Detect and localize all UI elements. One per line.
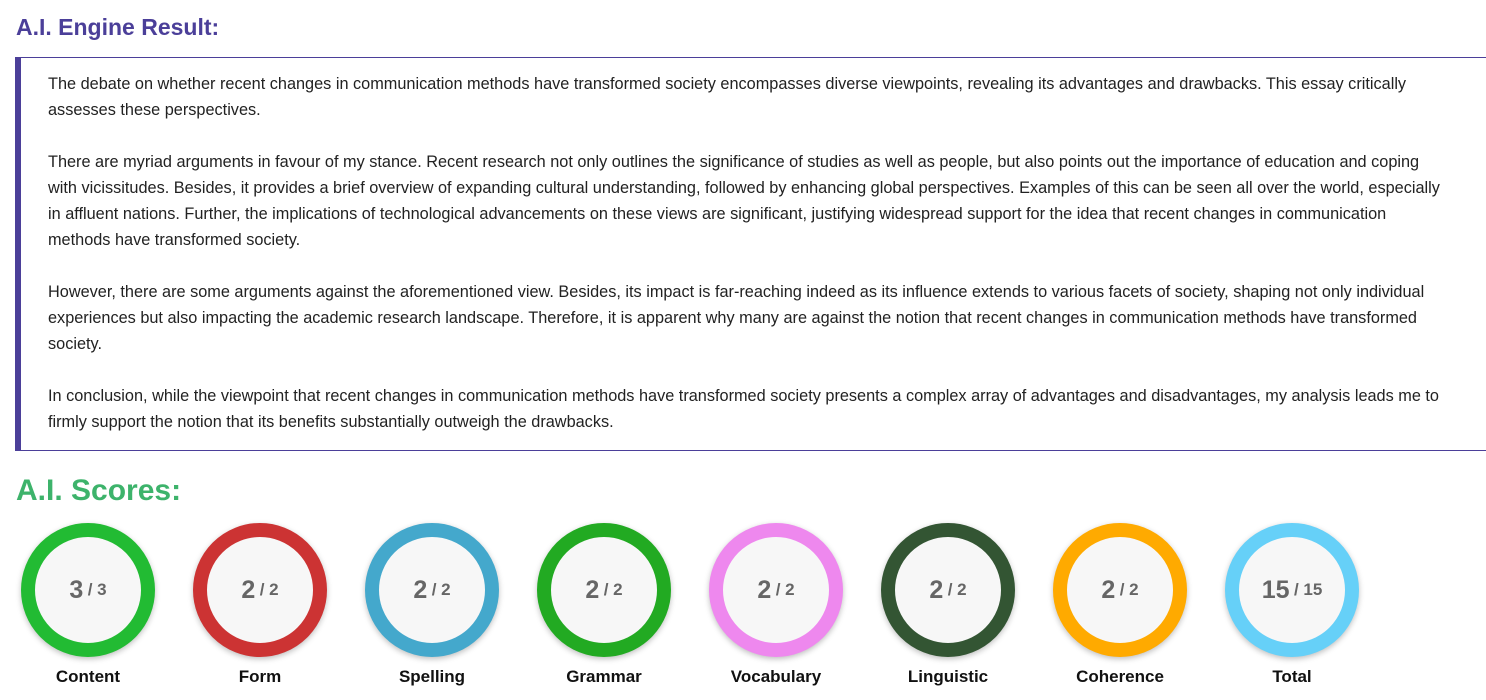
score-max: / 2 — [259, 580, 279, 599]
score-max: / 2 — [431, 580, 451, 599]
score-ring: 2 / 2 — [365, 523, 499, 657]
score-value: 2 — [585, 575, 600, 604]
essay-paragraph: In conclusion, while the viewpoint that … — [48, 387, 1439, 431]
score-value: 2 — [929, 575, 944, 604]
score-content: 3 / 3 Content — [21, 523, 155, 687]
essay-box: The debate on whether recent changes in … — [15, 57, 1486, 451]
score-label: Grammar — [566, 667, 642, 686]
score-coherence: 2 / 2 Coherence — [1053, 523, 1187, 687]
essay-paragraph: The debate on whether recent changes in … — [48, 75, 1407, 119]
score-value: 3 — [69, 575, 84, 604]
score-value: 2 — [1101, 575, 1116, 604]
score-value: 2 — [413, 575, 428, 604]
score-max: / 15 — [1293, 580, 1323, 599]
score-max: / 3 — [87, 580, 107, 599]
score-linguistic: 2 / 2 Linguistic — [881, 523, 1015, 687]
score-ring: 2 / 2 — [709, 523, 843, 657]
essay-paragraph: However, there are some arguments agains… — [48, 283, 1425, 353]
score-max: / 2 — [1119, 580, 1139, 599]
scores-title: A.I. Scores: — [16, 474, 182, 507]
score-grammar: 2 / 2 Grammar — [537, 523, 671, 687]
score-label: Total — [1272, 667, 1312, 686]
score-label: Vocabulary — [730, 667, 822, 686]
score-value: 2 — [757, 575, 772, 604]
score-value: 2 — [241, 575, 256, 604]
score-ring: 2 / 2 — [1053, 523, 1187, 657]
essay-paragraph: There are myriad arguments in favour of … — [48, 153, 1440, 249]
engine-result-title: A.I. Engine Result: — [16, 14, 220, 40]
score-label: Coherence — [1076, 667, 1164, 686]
score-ring: 3 / 3 — [21, 523, 155, 657]
score-max: / 2 — [603, 580, 623, 599]
score-value: 15 — [1261, 575, 1290, 604]
score-label: Content — [55, 667, 121, 686]
score-ring: 2 / 2 — [537, 523, 671, 657]
score-label: Linguistic — [907, 667, 989, 686]
score-max: / 2 — [775, 580, 795, 599]
score-ring: 2 / 2 — [881, 523, 1015, 657]
score-ring: 2 / 2 — [193, 523, 327, 657]
score-label: Form — [238, 667, 282, 686]
score-form: 2 / 2 Form — [193, 523, 327, 687]
score-spelling: 2 / 2 Spelling — [365, 523, 499, 687]
score-label: Spelling — [398, 667, 466, 686]
score-total: 15 / 15 Total — [1225, 523, 1359, 687]
score-ring: 15 / 15 — [1225, 523, 1359, 657]
score-max: / 2 — [947, 580, 967, 599]
score-vocabulary: 2 / 2 Vocabulary — [709, 523, 843, 687]
